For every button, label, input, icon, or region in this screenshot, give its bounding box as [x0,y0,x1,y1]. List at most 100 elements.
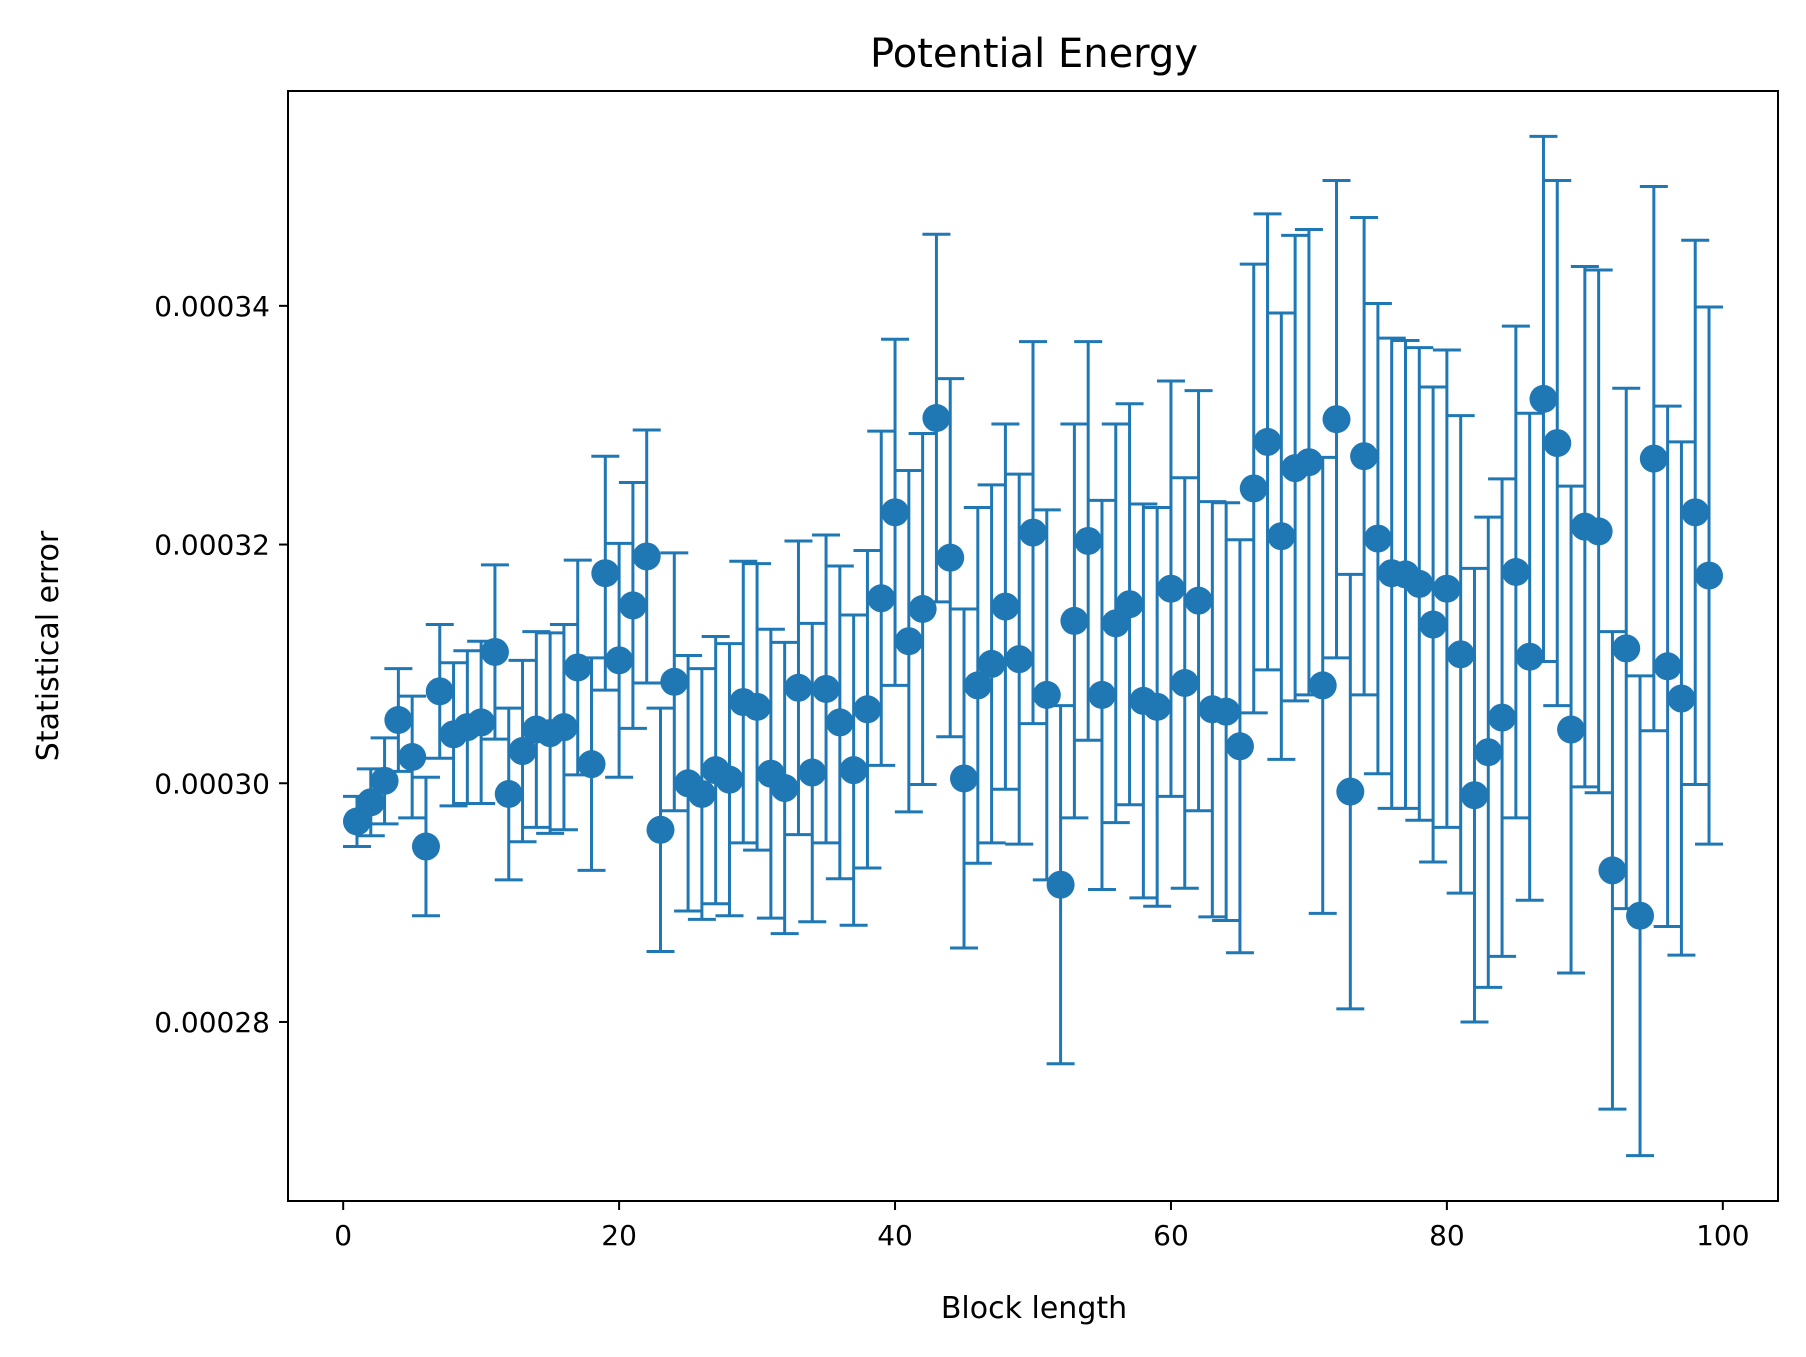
data-point [1032,680,1061,709]
data-point [1474,738,1503,767]
data-point [1253,427,1282,456]
x-tick-label: 80 [1429,1219,1465,1252]
data-point [356,788,385,817]
data-point [370,766,399,795]
plot-area-frame [287,90,1779,1202]
data-point [1667,684,1696,713]
data-point [1350,442,1379,471]
data-point [867,584,896,613]
data-point [950,764,979,793]
data-point [715,765,744,794]
data-point [936,543,965,572]
data-point [1529,384,1558,413]
data-point [1639,444,1668,473]
data-point [743,692,772,721]
data-point [646,815,675,844]
data-point [660,667,689,696]
data-point [1308,671,1337,700]
data-point [1336,777,1365,806]
data-point [1488,703,1517,732]
data-point [1584,517,1613,546]
y-tick-label: 0.00032 [154,529,270,562]
data-point [853,695,882,724]
y-tick-label: 0.00030 [154,767,270,800]
data-point [922,404,951,433]
data-point [480,637,509,666]
data-point [1501,558,1530,586]
data-point [1612,634,1641,663]
data-point [605,646,634,675]
x-tick-label: 20 [601,1219,637,1252]
data-point [1184,586,1213,615]
data-point [687,780,716,808]
data-point [411,832,440,861]
data-point [770,774,799,803]
data-point [467,708,496,737]
x-tick-label: 60 [1153,1219,1189,1252]
data-point [825,708,854,737]
y-axis-label: Statistical error [31,530,66,761]
data-point [881,498,910,527]
data-point [977,649,1006,678]
data-point [1681,498,1710,527]
data-point [1363,524,1392,553]
data-point [1653,652,1682,681]
data-point [1322,405,1351,434]
y-tick-label: 0.00034 [154,290,270,323]
data-point [1060,606,1089,635]
data-point [908,595,937,623]
data-point [618,591,647,620]
data-point [1432,574,1461,603]
y-tick-label: 0.00028 [154,1006,270,1039]
data-point [563,653,592,682]
data-point [1515,642,1544,671]
data-point [1267,522,1296,551]
data-point [494,780,523,808]
x-tick-label: 0 [334,1219,352,1252]
x-axis-label: Block length [941,1291,1127,1326]
data-point [1294,448,1323,477]
data-point [784,673,813,702]
data-point [1170,669,1199,697]
x-tick-label: 100 [1696,1219,1749,1252]
data-point [1115,590,1144,619]
data-point [577,750,606,779]
data-point [1598,856,1627,885]
data-point [1239,474,1268,503]
data-point [1557,715,1586,744]
data-point [894,627,923,656]
data-point [632,542,661,571]
data-point [1405,569,1434,598]
data-point [1419,610,1448,639]
x-axis: 0 20 40 60 80 100 [334,1201,1750,1252]
data-point [1212,697,1241,726]
data-point [425,677,454,706]
data-point [384,706,413,734]
data-point [1225,732,1254,761]
data-point [1143,692,1172,721]
data-point [549,713,578,742]
data-point [1074,526,1103,555]
data-point [398,743,427,771]
data-point [1543,429,1572,458]
data-point [1019,518,1047,547]
data-point [1626,901,1655,930]
data-point [508,737,537,766]
data-point [1005,645,1034,674]
data-point [963,671,992,700]
data-point [991,592,1020,621]
plot-marks [342,134,1724,1158]
chart-title: Potential Energy [870,31,1198,77]
data-point [839,756,868,785]
data-point [812,674,841,703]
y-axis: 0.00028 0.00030 0.00032 0.00034 [154,290,288,1039]
data-point [1046,870,1075,899]
data-point [1156,574,1185,603]
data-point [798,758,827,787]
data-point [591,559,620,588]
data-point [1446,640,1475,669]
data-point [1460,781,1489,810]
data-point [1087,680,1116,709]
